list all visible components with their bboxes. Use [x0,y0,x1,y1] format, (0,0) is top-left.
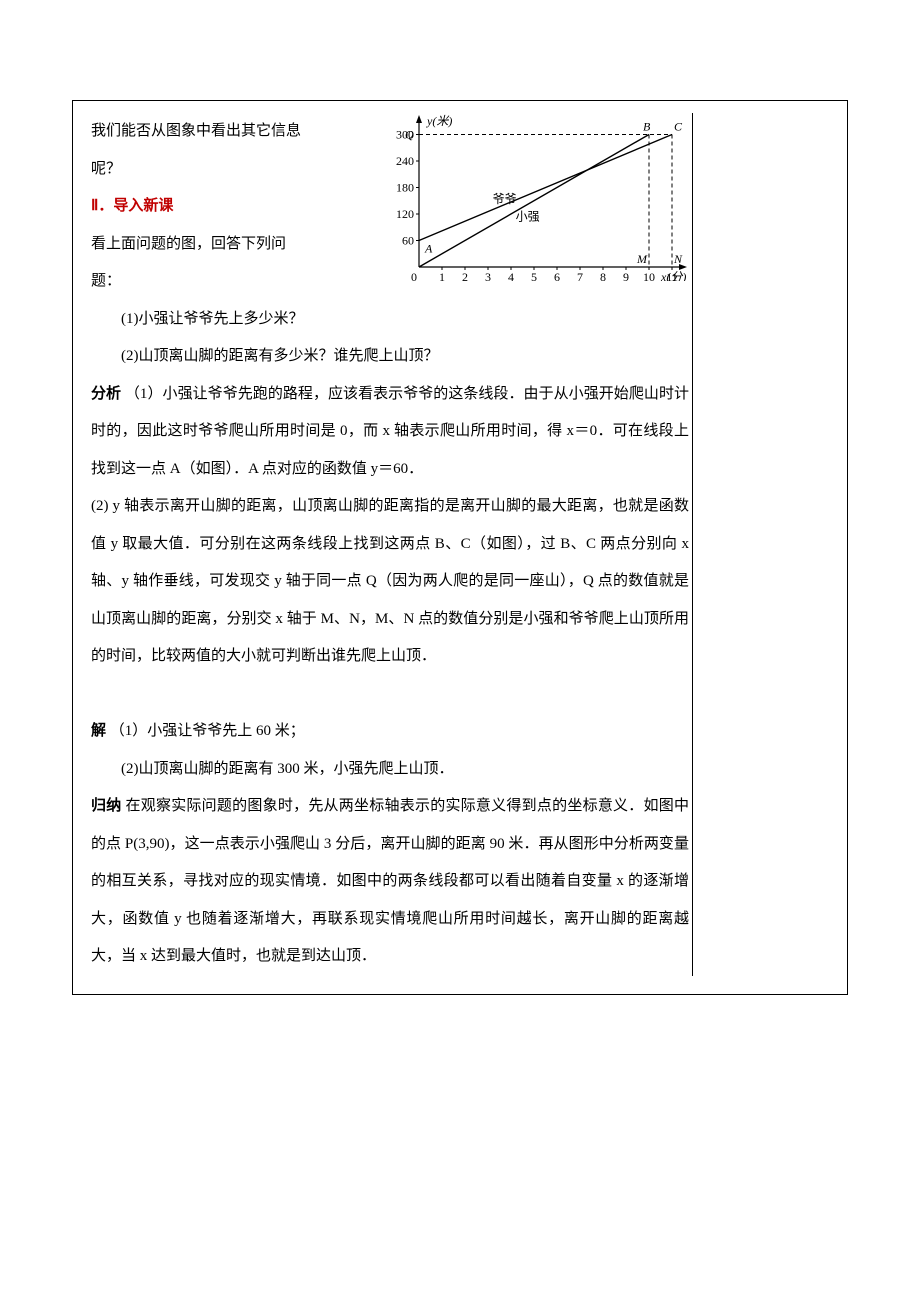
column-divider [692,113,693,976]
svg-text:M: M [636,252,648,266]
svg-text:B: B [643,120,651,134]
analysis-text-1: （1）小强让爷爷先跑的路程，应该看表示爷爷的这条线段．由于从小强开始爬山时计时的… [91,386,689,477]
summary-text: 在观察实际问题的图象时，先从两坐标轴表示的实际意义得到点的坐标意义．如图中的点 … [91,798,689,964]
svg-text:爷爷: 爷爷 [493,192,517,206]
svg-text:1: 1 [439,270,445,281]
svg-text:3: 3 [485,270,491,281]
svg-text:C: C [674,120,683,134]
svg-text:120: 120 [396,207,414,221]
svg-text:y(米): y(米) [426,114,452,128]
svg-text:N: N [673,252,683,266]
svg-text:小强: 小强 [516,210,540,224]
analysis-label: 分析 [91,386,121,402]
summary-paragraph: 归纳 在观察实际问题的图象时，先从两坐标轴表示的实际意义得到点的坐标意义．如图中… [91,788,689,976]
question-1: (1)小强让爷爷先上多少米？ [91,301,689,339]
svg-text:A: A [424,242,433,256]
svg-text:10: 10 [643,270,655,281]
svg-text:0: 0 [411,270,417,281]
line-chart: 6012018024030012345678910110y(米)x(分)QABC… [393,113,689,281]
analysis-paragraph-2: (2) y 轴表示离开山脚的距离，山顶离山脚的距离指的是离开山脚的最大距离，也就… [91,488,689,676]
solution-text-1: （1）小强让爷爷先上 60 米； [110,723,305,739]
analysis-paragraph-1: 分析 （1）小强让爷爷先跑的路程，应该看表示爷爷的这条线段．由于从小强开始爬山时… [91,376,689,489]
solution-line-1: 解 （1）小强让爷爷先上 60 米； [91,713,689,751]
svg-text:60: 60 [402,234,414,248]
content-with-sidebar: 6012018024030012345678910110y(米)x(分)QABC… [91,113,829,976]
solution-label: 解 [91,723,106,739]
page-frame: 6012018024030012345678910110y(米)x(分)QABC… [72,100,848,995]
svg-text:2: 2 [462,270,468,281]
svg-text:9: 9 [623,270,629,281]
svg-text:Q: Q [405,128,414,142]
svg-text:x(分): x(分) [660,270,686,281]
svg-text:4: 4 [508,270,514,281]
svg-text:180: 180 [396,181,414,195]
svg-text:5: 5 [531,270,537,281]
main-content: 6012018024030012345678910110y(米)x(分)QABC… [91,113,689,976]
svg-text:240: 240 [396,154,414,168]
svg-text:7: 7 [577,270,583,281]
solution-line-2: (2)山顶离山脚的距离有 300 米，小强先爬上山顶． [91,751,689,789]
question-2: (2)山顶离山脚的距离有多少米？谁先爬上山顶？ [91,338,689,376]
chart-figure: 6012018024030012345678910110y(米)x(分)QABC… [393,113,689,286]
svg-text:8: 8 [600,270,606,281]
svg-text:6: 6 [554,270,560,281]
summary-label: 归纳 [91,798,121,814]
